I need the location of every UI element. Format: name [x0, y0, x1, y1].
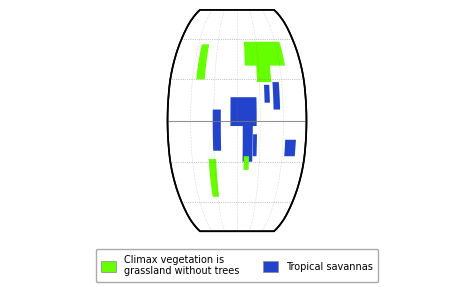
- Polygon shape: [244, 156, 249, 170]
- Polygon shape: [196, 44, 209, 79]
- Polygon shape: [264, 85, 270, 103]
- Polygon shape: [270, 47, 283, 63]
- Polygon shape: [230, 97, 257, 126]
- Polygon shape: [213, 110, 221, 151]
- Polygon shape: [244, 42, 285, 66]
- Polygon shape: [256, 63, 271, 82]
- Polygon shape: [209, 159, 219, 197]
- Polygon shape: [167, 10, 307, 231]
- Polygon shape: [253, 134, 257, 156]
- Polygon shape: [284, 140, 296, 156]
- Polygon shape: [273, 82, 280, 110]
- Polygon shape: [243, 126, 253, 162]
- Legend: Climax vegetation is
grassland without trees, Tropical savannas: Climax vegetation is grassland without t…: [96, 249, 378, 282]
